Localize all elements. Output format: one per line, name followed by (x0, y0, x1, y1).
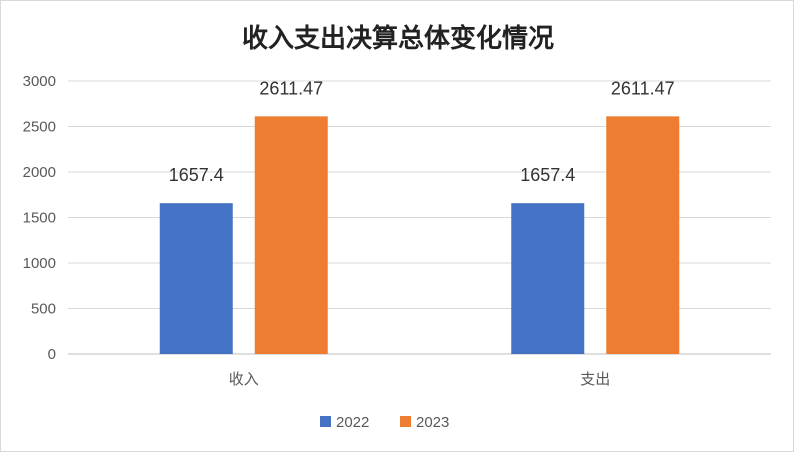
y-tick-label: 1000 (23, 255, 56, 272)
data-label: 1657.4 (169, 165, 224, 185)
chart-title: 收入支出决算总体变化情况 (242, 23, 554, 54)
bar-2022-0 (159, 203, 233, 354)
y-tick-label: 0 (48, 346, 56, 363)
y-tick-label: 2000 (23, 164, 56, 181)
y-tick-label: 1500 (23, 210, 56, 227)
bar-2023-0 (254, 116, 328, 354)
bar-2022-1 (511, 203, 585, 354)
y-axis-ticks: 0 500 1000 1500 2000 2500 3000 (23, 73, 56, 363)
x-category-label: 支出 (580, 370, 610, 388)
legend-swatch (320, 416, 331, 427)
legend: 2022 2023 (320, 414, 449, 431)
x-category-label: 收入 (229, 370, 259, 388)
y-tick-label: 500 (31, 301, 56, 318)
legend-label: 2023 (416, 414, 449, 431)
y-tick-label: 3000 (23, 73, 56, 90)
bar-2023-1 (606, 116, 680, 354)
data-label: 2611.47 (259, 78, 323, 98)
y-tick-label: 2500 (23, 119, 56, 136)
data-labels: 1657.4 2611.47 1657.4 2611.47 (169, 78, 675, 185)
bars (159, 116, 680, 354)
x-axis-categories: 收入 支出 (229, 370, 611, 388)
legend-swatch (400, 416, 411, 427)
legend-label: 2022 (336, 414, 369, 431)
data-label: 1657.4 (520, 165, 575, 185)
data-label: 2611.47 (611, 78, 675, 98)
